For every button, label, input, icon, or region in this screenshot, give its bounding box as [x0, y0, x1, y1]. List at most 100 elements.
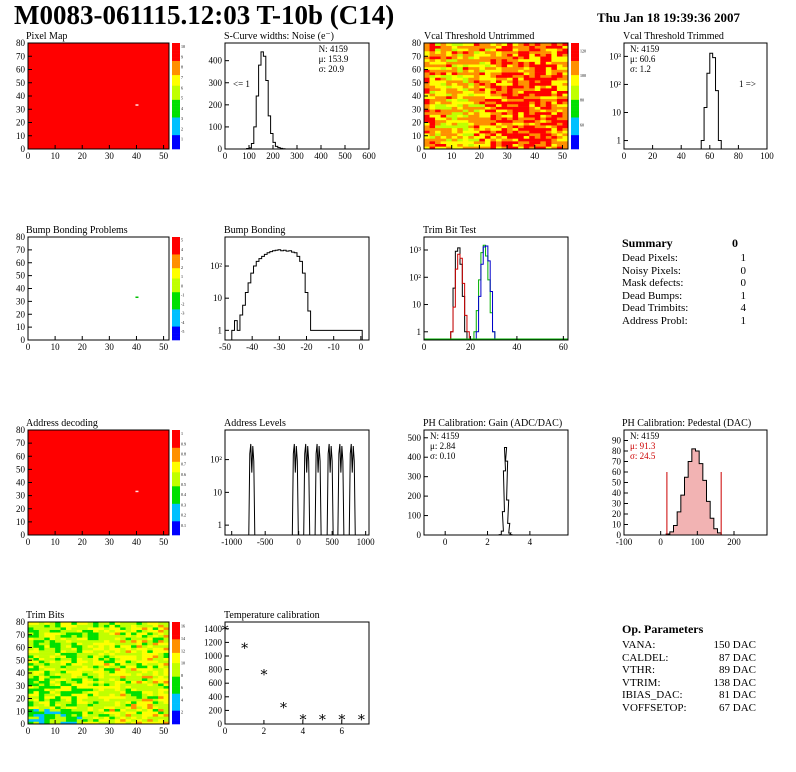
defect-pixel [135, 490, 139, 493]
y-tick-label: 30 [16, 681, 26, 691]
x-tick-label: 80 [734, 151, 744, 161]
chart-title: Temperature calibration [224, 610, 320, 621]
stats-line: μ: 60.6 [630, 54, 656, 64]
x-tick-label: 60 [705, 151, 715, 161]
stats-line: μ: 91.3 [630, 441, 656, 451]
y-tick-label: 20 [412, 118, 422, 128]
palette-tick-label: 60 [580, 122, 584, 127]
y-tick-label: 10 [412, 131, 422, 141]
chart-noise: S-Curve widths: Noise (e⁻) 0 100 200 300 400 5… [209, 31, 377, 161]
x-tick-label: 40 [512, 342, 522, 352]
y-tick-label: 80 [412, 38, 422, 48]
plot-frame [423, 429, 569, 536]
pedestal-histogram [665, 448, 722, 536]
palette-tick-label: 120 [580, 48, 586, 53]
stats-line: N: 4159 [319, 44, 349, 54]
overflow-annotation: 1 => [739, 79, 756, 89]
y-tick-label: 30 [16, 104, 26, 114]
address-peak [248, 443, 256, 536]
y-tick-label: 1 [218, 325, 223, 335]
y-tick-label: 10 [16, 517, 26, 527]
y-tick-label: 60 [16, 643, 26, 653]
chart-trim-bit: Trim Bit Test 0 20 40 60 1 10 10² 10³ [409, 225, 569, 352]
x-tick-label: 30 [105, 151, 115, 161]
palette-tick-label: 0.5 [181, 482, 186, 487]
stats-line: N: 4159 [430, 431, 460, 441]
x-tick-label: 0 [658, 537, 663, 547]
x-tick-label: 40 [677, 151, 687, 161]
x-tick-label: 100 [691, 537, 705, 547]
y-tick-label: 20 [612, 509, 622, 519]
x-tick-label: 10 [447, 151, 457, 161]
heatmap-fill [28, 430, 169, 535]
y-tick-label: 0 [417, 144, 422, 154]
y-tick-label: 500 [408, 433, 422, 443]
y-tick-label: 80 [16, 617, 26, 627]
x-tick-label: 2 [262, 726, 267, 736]
x-tick-label: 200 [727, 537, 741, 547]
y-tick-label: 10 [612, 107, 622, 117]
y-tick-label: 10² [409, 272, 421, 282]
stats-line: μ: 153.9 [319, 54, 349, 64]
defect-pixel [135, 296, 139, 299]
op-param-label: VTRIM: [622, 676, 661, 689]
palette-tick-label: -1 [181, 292, 184, 297]
scatter-point: ∗ [337, 711, 347, 726]
chart-title: PH Calibration: Pedestal (DAC) [622, 418, 751, 429]
color-palette: 1 2 3 4 5 6 7 8 9 10 [172, 43, 185, 150]
x-tick-label: 20 [78, 342, 88, 352]
op-param-row: CALDEL: 87 DAC [622, 652, 756, 665]
x-tick-label: 10 [51, 537, 61, 547]
x-tick-label: 0 [296, 537, 301, 547]
chart-bump-bonding: Bump Bonding -50 -40 -30 -20 -10 0 1 10 10² [210, 225, 370, 352]
y-tick-label: 50 [16, 78, 26, 88]
palette-tick-label: 7 [181, 75, 183, 80]
y-tick-label: 100 [408, 511, 422, 521]
summary-title: Summary [622, 236, 673, 250]
plot-frame [623, 42, 768, 150]
y-tick-label: 10² [609, 79, 621, 89]
y-tick-label: 100 [209, 122, 223, 132]
y-tick-label: 0 [21, 144, 26, 154]
summary-row: Noisy Pixels: 0 [622, 265, 746, 278]
palette-tick-label: 1 [181, 431, 183, 436]
stats-line: σ: 0.10 [430, 451, 456, 461]
palette-tick-label: 2 [181, 710, 183, 715]
heatmap-cells [424, 43, 569, 150]
y-tick-label: 0 [21, 335, 26, 345]
stats-line: N: 4159 [630, 431, 660, 441]
palette-tick-label: 0.1 [181, 523, 186, 528]
histogram-line [700, 52, 722, 149]
series-line [450, 253, 470, 340]
palette-tick-label: 10 [181, 44, 185, 49]
x-tick-label: 10 [51, 151, 61, 161]
palette-tick-label: 0.3 [181, 502, 186, 507]
y-tick-label: 70 [16, 245, 26, 255]
stats-line: μ: 2.84 [430, 441, 456, 451]
x-tick-label: 0 [26, 342, 31, 352]
y-tick-label: 10³ [609, 51, 621, 61]
x-tick-label: 0 [422, 342, 427, 352]
palette-tick-label: 4 [181, 247, 183, 252]
chart-title: Trim Bit Test [423, 225, 476, 236]
palette-tick-label: -2 [181, 302, 184, 307]
x-tick-label: 30 [105, 726, 115, 736]
palette-tick-label: 8 [181, 673, 183, 678]
y-tick-label: 300 [408, 472, 422, 482]
y-tick-label: 200 [209, 705, 223, 715]
x-tick-label: 40 [530, 151, 540, 161]
summary-label: Mask defects: [622, 277, 684, 289]
overflow-annotation: <= 1 [233, 79, 250, 89]
y-tick-label: 80 [16, 232, 26, 242]
y-tick-label: 80 [612, 446, 622, 456]
palette-tick-label: 4 [181, 106, 183, 111]
color-palette: -5 -4 -3 -2 -1 0 1 2 3 4 5 [172, 237, 184, 341]
x-tick-label: 60 [559, 342, 569, 352]
summary-value: 1 [740, 314, 747, 327]
chart-title: S-Curve widths: Noise (e⁻) [224, 31, 334, 42]
color-palette: 0.1 0.2 0.3 0.4 0.5 0.6 0.7 0.8 0.9 1 [172, 430, 186, 536]
y-tick-label: 90 [612, 436, 622, 446]
summary-label: Dead Trimbits: [622, 302, 689, 314]
y-tick-label: 40 [16, 668, 26, 678]
